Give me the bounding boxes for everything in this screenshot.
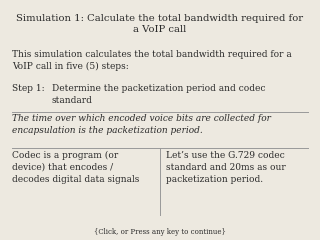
Text: Codec is a program (or
device) that encodes /
decodes digital data signals: Codec is a program (or device) that enco… [12,151,140,184]
Text: This simulation calculates the total bandwidth required for a
VoIP call in five : This simulation calculates the total ban… [12,50,292,71]
Text: Determine the packetization period and codec
standard: Determine the packetization period and c… [52,84,266,105]
Text: a VoIP call: a VoIP call [133,25,187,34]
Text: Let’s use the G.729 codec
standard and 20ms as our
packetization period.: Let’s use the G.729 codec standard and 2… [166,151,286,184]
Text: {Click, or Press any key to continue}: {Click, or Press any key to continue} [94,228,226,236]
Text: Simulation 1: Calculate the total bandwidth required for: Simulation 1: Calculate the total bandwi… [16,14,304,23]
Text: The time over which encoded voice bits are collected for
encapsulation is the pa: The time over which encoded voice bits a… [12,114,271,135]
Text: Step 1:: Step 1: [12,84,44,93]
